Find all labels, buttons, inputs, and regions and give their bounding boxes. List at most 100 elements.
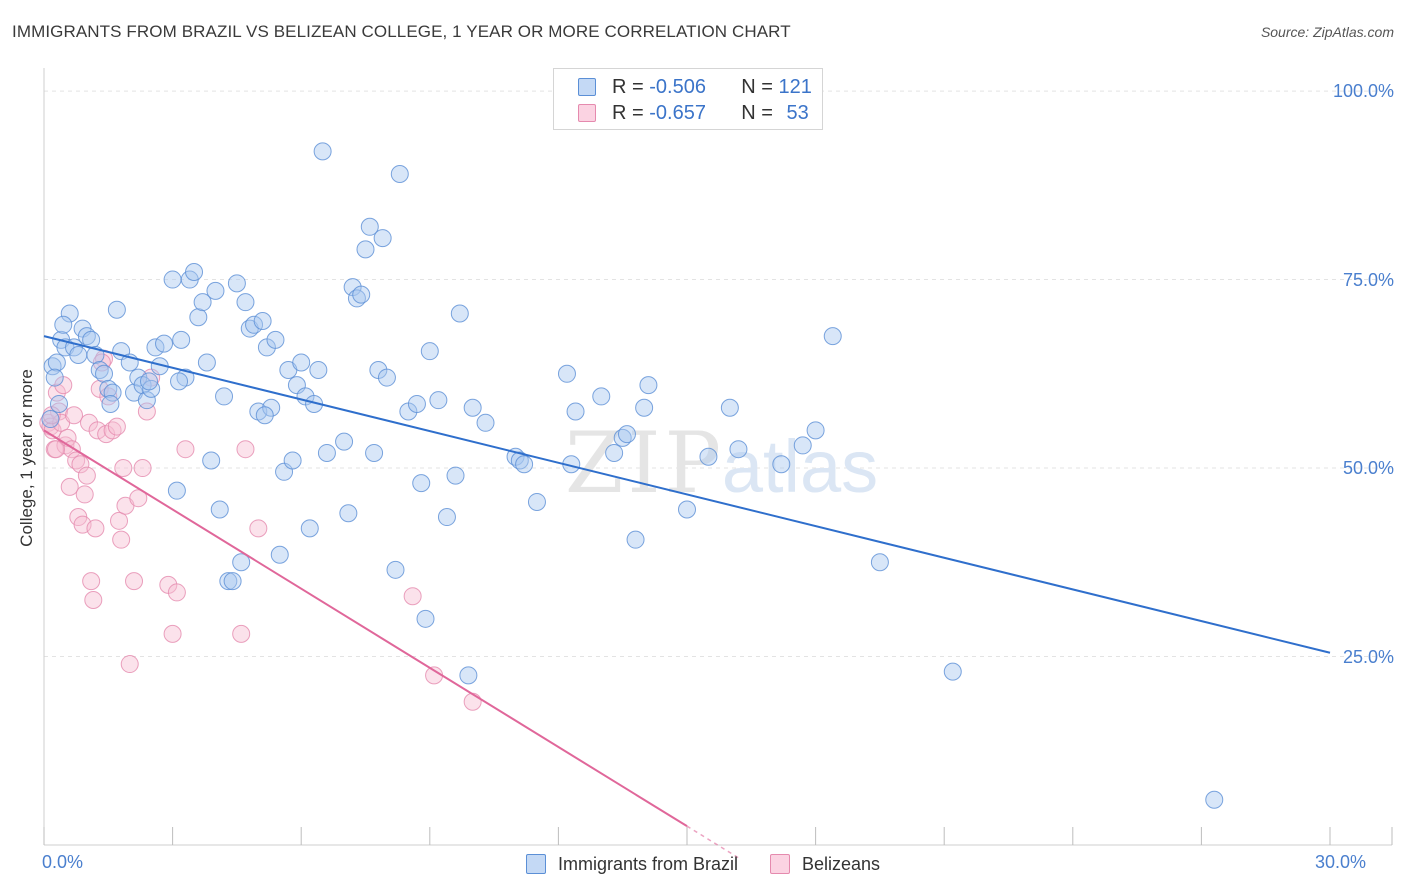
data-point-brazil bbox=[373, 229, 392, 248]
legend-swatch-brazil bbox=[525, 854, 546, 874]
trend-line-brazil bbox=[43, 335, 1331, 654]
data-point-brazil bbox=[437, 508, 456, 527]
data-point-belizeans bbox=[129, 489, 148, 508]
data-point-brazil bbox=[197, 353, 216, 372]
data-point-brazil bbox=[69, 345, 88, 364]
data-point-belizeans bbox=[163, 624, 182, 643]
x-tick-label: 30.0% bbox=[1314, 852, 1366, 872]
data-point-belizeans bbox=[232, 624, 251, 643]
data-point-brazil bbox=[450, 304, 469, 323]
data-point-brazil bbox=[635, 398, 654, 417]
data-point-belizeans bbox=[112, 530, 131, 549]
data-point-brazil bbox=[140, 372, 159, 391]
data-point-belizeans bbox=[236, 440, 255, 459]
trend-lines bbox=[43, 335, 1331, 859]
data-point-belizeans bbox=[463, 692, 482, 711]
series-immigrants-from-brazil bbox=[41, 142, 1224, 809]
data-point-brazil bbox=[45, 368, 64, 387]
data-point-brazil bbox=[365, 443, 384, 462]
source-credit: Source: ZipAtlas.com bbox=[1260, 24, 1394, 40]
n-label: N = bbox=[741, 101, 773, 124]
data-point-belizeans bbox=[92, 353, 111, 372]
data-point-brazil bbox=[137, 391, 156, 410]
data-point-belizeans bbox=[167, 583, 186, 602]
data-point-brazil bbox=[245, 315, 264, 334]
data-point-brazil bbox=[170, 372, 189, 391]
data-point-brazil bbox=[227, 274, 246, 293]
data-point-brazil bbox=[262, 398, 281, 417]
grid-lines bbox=[44, 90, 1395, 658]
data-point-brazil bbox=[1205, 790, 1224, 809]
data-point-brazil bbox=[407, 394, 426, 413]
data-point-brazil bbox=[95, 364, 114, 383]
data-point-brazil bbox=[309, 361, 328, 380]
y-tick-label: 25.0% bbox=[1342, 646, 1394, 667]
data-point-brazil bbox=[823, 327, 842, 346]
data-point-brazil bbox=[270, 545, 289, 564]
data-point-belizeans bbox=[65, 406, 84, 425]
brazil-swatch bbox=[578, 78, 596, 96]
data-point-belizeans bbox=[47, 383, 66, 402]
data-point-belizeans bbox=[249, 519, 268, 538]
n-value: 53 bbox=[786, 101, 809, 124]
data-point-brazil bbox=[943, 662, 962, 681]
data-point-brazil bbox=[870, 553, 889, 572]
data-point-brazil bbox=[215, 387, 234, 406]
data-point-brazil bbox=[339, 504, 358, 523]
legend-label-brazil: Immigrants from Brazil bbox=[557, 853, 738, 874]
data-point-brazil bbox=[193, 293, 212, 312]
legend-swatch-belizeans bbox=[769, 854, 790, 874]
data-point-brazil bbox=[255, 406, 274, 425]
watermark: ZIP atlas bbox=[565, 414, 878, 512]
watermark-atlas: atlas bbox=[722, 425, 878, 508]
data-point-brazil bbox=[772, 455, 791, 474]
data-point-brazil bbox=[172, 330, 191, 349]
stats-legend: R = -0.506 N = 121 R = -0.657 N = 53 bbox=[553, 68, 823, 130]
r-value: -0.657 bbox=[649, 101, 706, 124]
data-point-brazil bbox=[54, 315, 73, 334]
data-point-belizeans bbox=[107, 417, 126, 436]
data-point-brazil bbox=[163, 270, 182, 289]
data-point-brazil bbox=[60, 304, 79, 323]
data-point-brazil bbox=[463, 398, 482, 417]
data-point-belizeans bbox=[403, 587, 422, 606]
legend-item-brazil[interactable]: Immigrants from Brazil bbox=[525, 853, 738, 875]
data-point-brazil bbox=[527, 492, 546, 511]
data-point-brazil bbox=[41, 410, 60, 429]
y-tick-label: 75.0% bbox=[1342, 269, 1394, 290]
data-point-brazil bbox=[167, 481, 186, 500]
data-point-brazil bbox=[806, 421, 825, 440]
trend-line-belizeans bbox=[43, 429, 688, 828]
data-point-brazil bbox=[416, 609, 435, 628]
data-point-belizeans bbox=[77, 466, 96, 485]
r-label: R = bbox=[612, 101, 644, 124]
data-point-brazil bbox=[206, 281, 225, 300]
data-point-belizeans bbox=[84, 590, 103, 609]
y-tick-label: 50.0% bbox=[1342, 458, 1394, 479]
r-value: -0.506 bbox=[649, 75, 706, 98]
data-point-brazil bbox=[793, 436, 812, 455]
data-point-belizeans bbox=[82, 572, 101, 591]
data-point-brazil bbox=[390, 165, 409, 184]
data-point-brazil bbox=[50, 394, 69, 413]
legend-label-belizeans: Belizeans bbox=[801, 853, 881, 874]
data-point-belizeans bbox=[88, 421, 107, 440]
data-point-brazil bbox=[232, 553, 251, 572]
data-point-belizeans bbox=[125, 572, 144, 591]
data-point-brazil bbox=[352, 285, 371, 304]
belize-swatch bbox=[578, 104, 596, 122]
data-point-brazil bbox=[420, 342, 439, 361]
data-point-brazil bbox=[412, 474, 431, 493]
data-point-brazil bbox=[317, 443, 336, 462]
data-point-brazil bbox=[617, 425, 636, 444]
data-point-brazil bbox=[699, 447, 718, 466]
r-label: R = bbox=[612, 75, 644, 98]
data-point-brazil bbox=[335, 432, 354, 451]
data-point-belizeans bbox=[133, 459, 152, 478]
data-point-brazil bbox=[720, 398, 739, 417]
data-point-brazil bbox=[236, 293, 255, 312]
n-label: N = bbox=[741, 75, 773, 98]
data-point-brazil bbox=[429, 391, 448, 410]
data-point-brazil bbox=[253, 312, 272, 331]
legend-item-belizeans[interactable]: Belizeans bbox=[769, 853, 881, 875]
